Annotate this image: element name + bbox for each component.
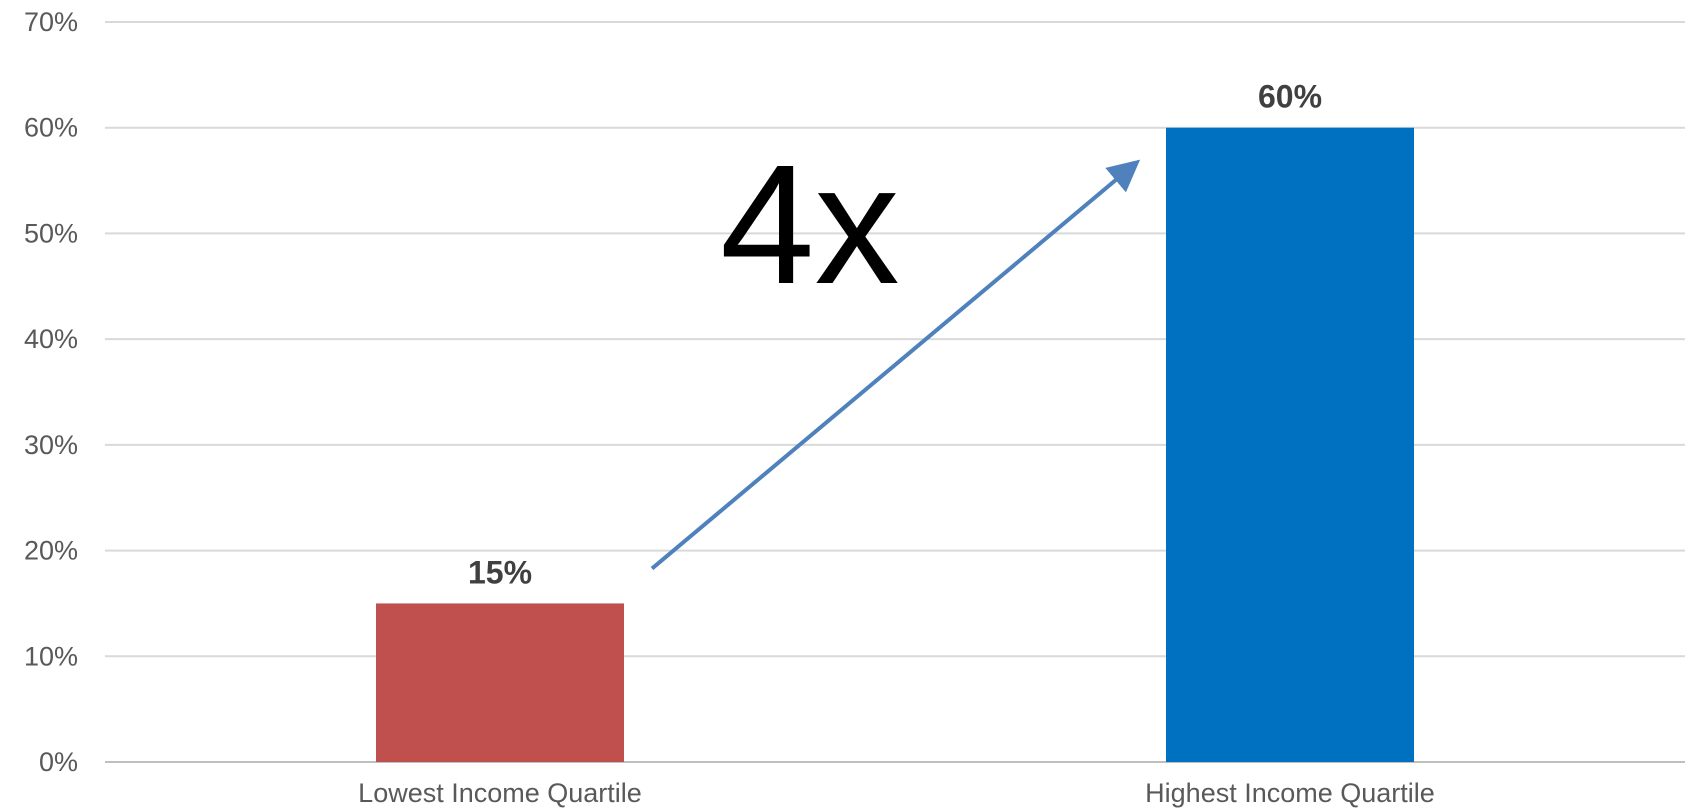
annotation: 4x xyxy=(650,130,1141,571)
data-label: 60% xyxy=(1258,79,1322,115)
y-tick-label: 40% xyxy=(24,324,78,354)
data-label: 15% xyxy=(468,554,532,590)
data-labels: 15% 60% xyxy=(468,79,1322,591)
multiplier-annotation: 4x xyxy=(720,130,900,320)
growth-arrow xyxy=(650,159,1141,571)
bar xyxy=(376,603,624,762)
x-axis-categories: Lowest Income Quartile Highest Income Qua… xyxy=(358,778,1435,808)
bars xyxy=(376,127,1414,762)
bar xyxy=(1166,127,1414,762)
gridlines xyxy=(105,21,1685,763)
y-tick-label: 70% xyxy=(24,7,78,37)
x-category-label: Highest Income Quartile xyxy=(1145,778,1435,808)
y-tick-label: 50% xyxy=(24,218,78,248)
y-axis-ticks: 0% 10% 20% 30% 40% 50% 60% 70% xyxy=(24,7,78,777)
y-tick-label: 10% xyxy=(24,641,78,671)
y-tick-label: 0% xyxy=(39,747,78,777)
y-tick-label: 30% xyxy=(24,430,78,460)
x-category-label: Lowest Income Quartile xyxy=(358,778,642,808)
y-tick-label: 20% xyxy=(24,536,78,566)
y-tick-label: 60% xyxy=(24,113,78,143)
